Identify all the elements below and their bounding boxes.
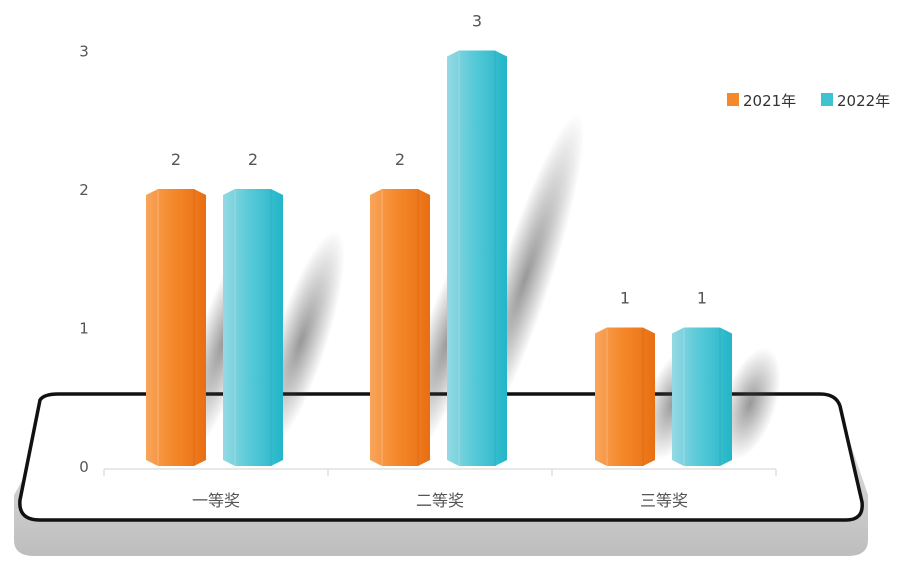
data-label: 2 bbox=[171, 150, 181, 169]
bar bbox=[146, 189, 206, 466]
x-tick-label: 三等奖 bbox=[640, 491, 688, 510]
data-labels: 2 2 2 3 1 1 bbox=[171, 12, 707, 308]
data-label: 1 bbox=[697, 289, 707, 308]
legend-label: 2021年 bbox=[743, 92, 796, 110]
bars bbox=[146, 50, 732, 466]
legend: 2021年 2022年 bbox=[727, 92, 890, 110]
legend-swatch bbox=[821, 93, 833, 106]
legend-label: 2022年 bbox=[837, 92, 890, 110]
x-tick-label: 二等奖 bbox=[416, 491, 464, 510]
bar bbox=[223, 189, 283, 466]
bar bbox=[447, 50, 507, 466]
bar bbox=[370, 189, 430, 466]
data-label: 1 bbox=[620, 289, 630, 308]
data-label: 3 bbox=[472, 12, 482, 31]
data-label: 2 bbox=[248, 150, 258, 169]
x-axis: 一等奖 二等奖 三等奖 bbox=[103, 468, 777, 510]
y-tick-label: 1 bbox=[79, 320, 89, 338]
bar bbox=[672, 327, 732, 466]
y-tick-label: 3 bbox=[79, 43, 89, 61]
x-tick-label: 一等奖 bbox=[192, 491, 240, 510]
legend-swatch bbox=[727, 93, 739, 106]
bar-shadow bbox=[719, 347, 781, 460]
data-label: 2 bbox=[395, 150, 405, 169]
y-tick-label: 2 bbox=[79, 181, 89, 199]
y-tick-label: 0 bbox=[79, 458, 89, 476]
bar bbox=[595, 327, 655, 466]
y-axis: 0 1 2 3 bbox=[79, 43, 89, 477]
